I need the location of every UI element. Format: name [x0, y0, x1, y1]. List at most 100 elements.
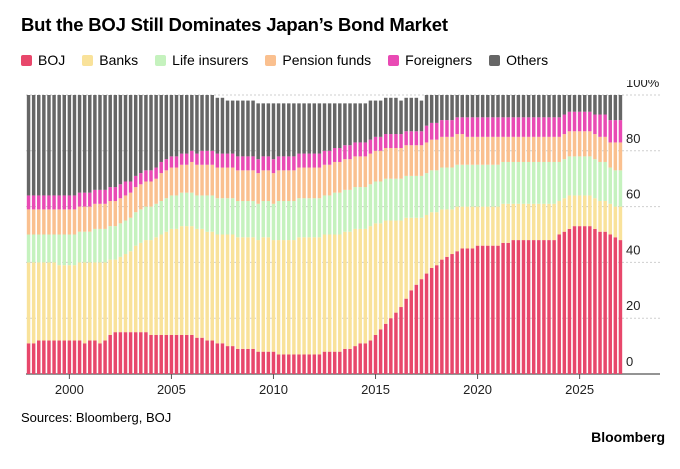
bar-segment-pension-funds — [123, 195, 128, 221]
bar-segment-life-insurers — [455, 164, 459, 207]
bar-segment-life-insurers — [261, 201, 265, 238]
bar-segment-life-insurers — [246, 201, 250, 238]
bar-segment-banks — [588, 195, 592, 227]
bar-segment-boj — [583, 226, 587, 374]
bar-segment-life-insurers — [292, 201, 296, 241]
bar-segment-pension-funds — [37, 209, 41, 235]
bar-segment-life-insurers — [424, 173, 429, 215]
bar-segment-life-insurers — [583, 156, 587, 196]
bar-segment-pension-funds — [139, 184, 143, 210]
bar-segment-life-insurers — [460, 164, 464, 207]
bar-segment-life-insurers — [26, 234, 31, 263]
legend-item-others: Others — [489, 52, 548, 68]
bar-segment-others — [276, 103, 281, 157]
bar-segment-others — [149, 95, 153, 171]
bar-segment-banks — [394, 220, 398, 313]
bar-segment-boj — [404, 298, 408, 374]
bar-segment-boj — [562, 231, 567, 374]
bar-segment-boj — [62, 340, 66, 374]
bar-segment-banks — [113, 259, 118, 333]
source-note: Sources: Bloomberg, BOJ — [21, 410, 172, 425]
bar-segment-others — [246, 100, 250, 157]
bar-segment-life-insurers — [144, 206, 148, 241]
bar-segment-banks — [93, 262, 97, 341]
bar-segment-foreigners — [154, 167, 158, 179]
bar-segment-life-insurers — [378, 181, 383, 224]
bar-segment-boj — [409, 290, 413, 374]
bar-segment-life-insurers — [200, 195, 204, 229]
bar-segment-life-insurers — [496, 164, 500, 207]
bar-segment-life-insurers — [450, 167, 454, 210]
bar-segment-life-insurers — [276, 201, 281, 241]
bar-segment-boj — [312, 354, 317, 374]
bar-segment-pension-funds — [506, 136, 510, 162]
bar-segment-foreigners — [593, 114, 597, 135]
bar-segment-boj — [210, 340, 214, 374]
bar-segment-boj — [557, 234, 561, 374]
bar-segment-pension-funds — [266, 170, 271, 202]
bar-segment-pension-funds — [312, 167, 317, 199]
bar-segment-boj — [77, 340, 82, 374]
bar-segment-foreigners — [562, 114, 567, 135]
bar-segment-banks — [603, 201, 607, 232]
bar-segment-others — [378, 100, 383, 137]
bar-segment-boj — [327, 351, 332, 374]
bar-segment-banks — [236, 237, 240, 349]
bar-segment-pension-funds — [47, 209, 51, 235]
bar-segment-others — [220, 97, 225, 154]
bar-segment-banks — [312, 237, 317, 355]
bar-segment-boj — [450, 254, 454, 374]
bar-segment-boj — [338, 351, 342, 374]
bar-segment-others — [603, 95, 607, 115]
bar-segment-life-insurers — [557, 161, 561, 202]
bar-segment-boj — [230, 346, 235, 374]
bar-segment-foreigners — [225, 153, 230, 168]
bar-segment-boj — [588, 226, 592, 374]
bar-segment-foreigners — [31, 195, 36, 210]
bar-segment-life-insurers — [42, 234, 46, 263]
bar-segment-others — [577, 95, 582, 112]
bar-segment-banks — [332, 234, 337, 352]
bar-segment-banks — [133, 245, 138, 333]
bar-segment-banks — [409, 217, 413, 291]
bar-segment-pension-funds — [72, 209, 77, 235]
bar-segment-pension-funds — [276, 170, 281, 202]
bar-segment-others — [312, 103, 317, 154]
bar-segment-banks — [368, 226, 373, 341]
bar-segment-banks — [455, 206, 459, 252]
bar-segment-others — [491, 95, 495, 118]
bar-segment-pension-funds — [460, 134, 464, 165]
bar-segment-banks — [526, 203, 531, 241]
bar-segment-life-insurers — [542, 161, 546, 204]
bar-segment-pension-funds — [409, 145, 413, 176]
bar-segment-life-insurers — [179, 192, 184, 227]
bar-segment-banks — [511, 203, 516, 241]
bar-segment-foreigners — [577, 111, 582, 132]
bar-segment-boj — [128, 332, 133, 374]
x-tick-label: 2010 — [259, 382, 288, 397]
bar-segment-foreigners — [302, 153, 306, 168]
bar-segment-banks — [185, 226, 189, 335]
bar-segment-others — [128, 95, 133, 182]
bar-segment-others — [287, 103, 291, 157]
bar-segment-others — [251, 100, 255, 157]
bar-segment-banks — [281, 240, 286, 355]
bar-segment-banks — [460, 206, 464, 249]
bar-segment-boj — [220, 343, 225, 374]
bar-segment-others — [598, 95, 602, 115]
bar-segment-boj — [593, 228, 597, 374]
bar-segment-pension-funds — [190, 161, 194, 193]
bar-segment-banks — [62, 265, 66, 341]
bar-segment-others — [159, 95, 163, 162]
bar-segment-life-insurers — [445, 167, 449, 210]
bar-segment-life-insurers — [103, 228, 107, 263]
bar-segment-life-insurers — [470, 164, 475, 207]
bar-segment-others — [338, 103, 342, 149]
bar-segment-banks — [491, 206, 495, 246]
bar-segment-banks — [424, 214, 429, 274]
bar-segment-pension-funds — [368, 153, 373, 185]
bar-segment-others — [613, 95, 618, 121]
bar-segment-boj — [159, 334, 163, 374]
bar-segment-boj — [577, 226, 582, 374]
bar-segment-others — [531, 95, 536, 118]
